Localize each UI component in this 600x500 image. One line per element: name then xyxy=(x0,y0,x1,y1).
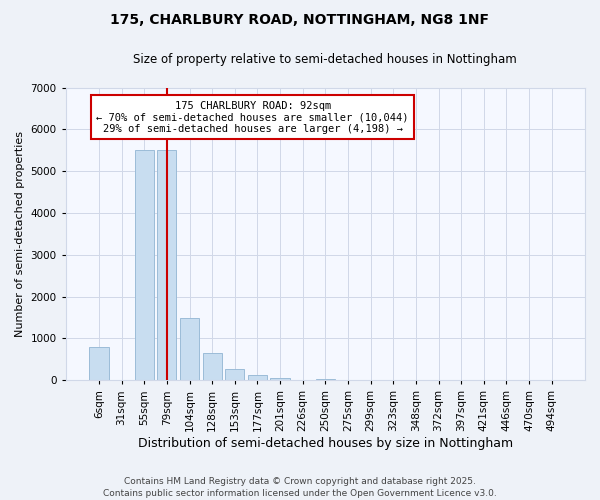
Bar xyxy=(248,375,267,380)
Bar xyxy=(271,378,290,380)
X-axis label: Distribution of semi-detached houses by size in Nottingham: Distribution of semi-detached houses by … xyxy=(138,437,513,450)
Text: 175 CHARLBURY ROAD: 92sqm
← 70% of semi-detached houses are smaller (10,044)
29%: 175 CHARLBURY ROAD: 92sqm ← 70% of semi-… xyxy=(97,100,409,134)
Text: Contains HM Land Registry data © Crown copyright and database right 2025.
Contai: Contains HM Land Registry data © Crown c… xyxy=(103,476,497,498)
Bar xyxy=(180,318,199,380)
Y-axis label: Number of semi-detached properties: Number of semi-detached properties xyxy=(15,131,25,337)
Bar xyxy=(225,369,244,380)
Bar xyxy=(134,150,154,380)
Bar xyxy=(89,347,109,380)
Title: Size of property relative to semi-detached houses in Nottingham: Size of property relative to semi-detach… xyxy=(133,52,517,66)
Bar xyxy=(203,353,222,380)
Bar xyxy=(157,150,176,380)
Text: 175, CHARLBURY ROAD, NOTTINGHAM, NG8 1NF: 175, CHARLBURY ROAD, NOTTINGHAM, NG8 1NF xyxy=(110,12,490,26)
Bar xyxy=(316,379,335,380)
